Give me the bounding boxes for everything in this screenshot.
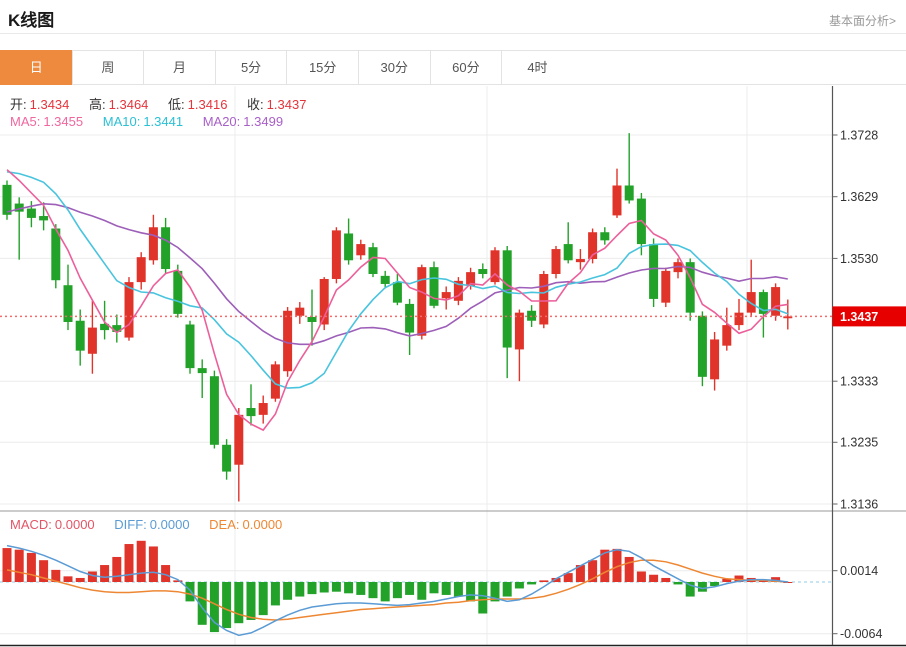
ma10-readout: MA10: 1.3441 [102, 114, 184, 129]
y-axis-label: 1.3530 [840, 252, 878, 266]
period-tab-4时[interactable]: 4时 [501, 50, 574, 85]
dea-readout: DEA: 0.0000 [209, 517, 283, 532]
diff-readout: DIFF: 0.0000 [114, 517, 190, 532]
current-price-value: 1.3437 [840, 310, 878, 324]
current-price-tag [832, 306, 906, 327]
period-tab-15分[interactable]: 15分 [286, 50, 359, 85]
y-axis-label: 1.3235 [840, 436, 878, 450]
period-tab-周[interactable]: 周 [71, 50, 145, 85]
open-readout: 开: 1.3434 [10, 97, 70, 112]
macd-readout: MACD: 0.0000 [10, 517, 95, 532]
period-tab-bar: 日周月 5分 15分 30分 60分 4时 [0, 50, 906, 85]
high-readout: 高: 1.3464 [89, 97, 149, 112]
y-axis-label: 1.3629 [840, 190, 878, 204]
period-tab-30分[interactable]: 30分 [357, 50, 431, 85]
page-title: K线图 [8, 11, 55, 30]
ma-legend: MA5: 1.3455 MA10: 1.3441 MA20: 1.3499 [10, 114, 299, 129]
ma5-readout: MA5: 1.3455 [10, 114, 84, 129]
period-tab-5分[interactable]: 5分 [214, 50, 288, 85]
y-axis-label: 1.3136 [840, 497, 878, 511]
period-tab-60分[interactable]: 60分 [429, 50, 503, 85]
ohlc-legend: 开: 1.3434 高: 1.3464 低: 1.3416 收: 1.3437 [10, 94, 322, 113]
tab-bar-filler [572, 50, 906, 85]
ma20-readout: MA20: 1.3499 [202, 114, 284, 129]
close-readout: 收: 1.3437 [247, 97, 307, 112]
y-axis-label: -0.0064 [840, 627, 882, 641]
header-divider [0, 33, 906, 34]
macd-legend: MACD: 0.0000 DIFF: 0.0000 DEA: 0.0000 [10, 517, 298, 532]
y-axis-label: 0.0014 [840, 564, 878, 578]
fundamental-analysis-link[interactable]: 基本面分析> [828, 14, 896, 28]
low-readout: 低: 1.3416 [168, 97, 228, 112]
period-tab-月[interactable]: 月 [143, 50, 216, 85]
y-axis-label: 1.3728 [840, 128, 878, 142]
y-axis-label: 1.3333 [840, 375, 878, 389]
period-tab-日[interactable]: 日 [0, 50, 73, 85]
